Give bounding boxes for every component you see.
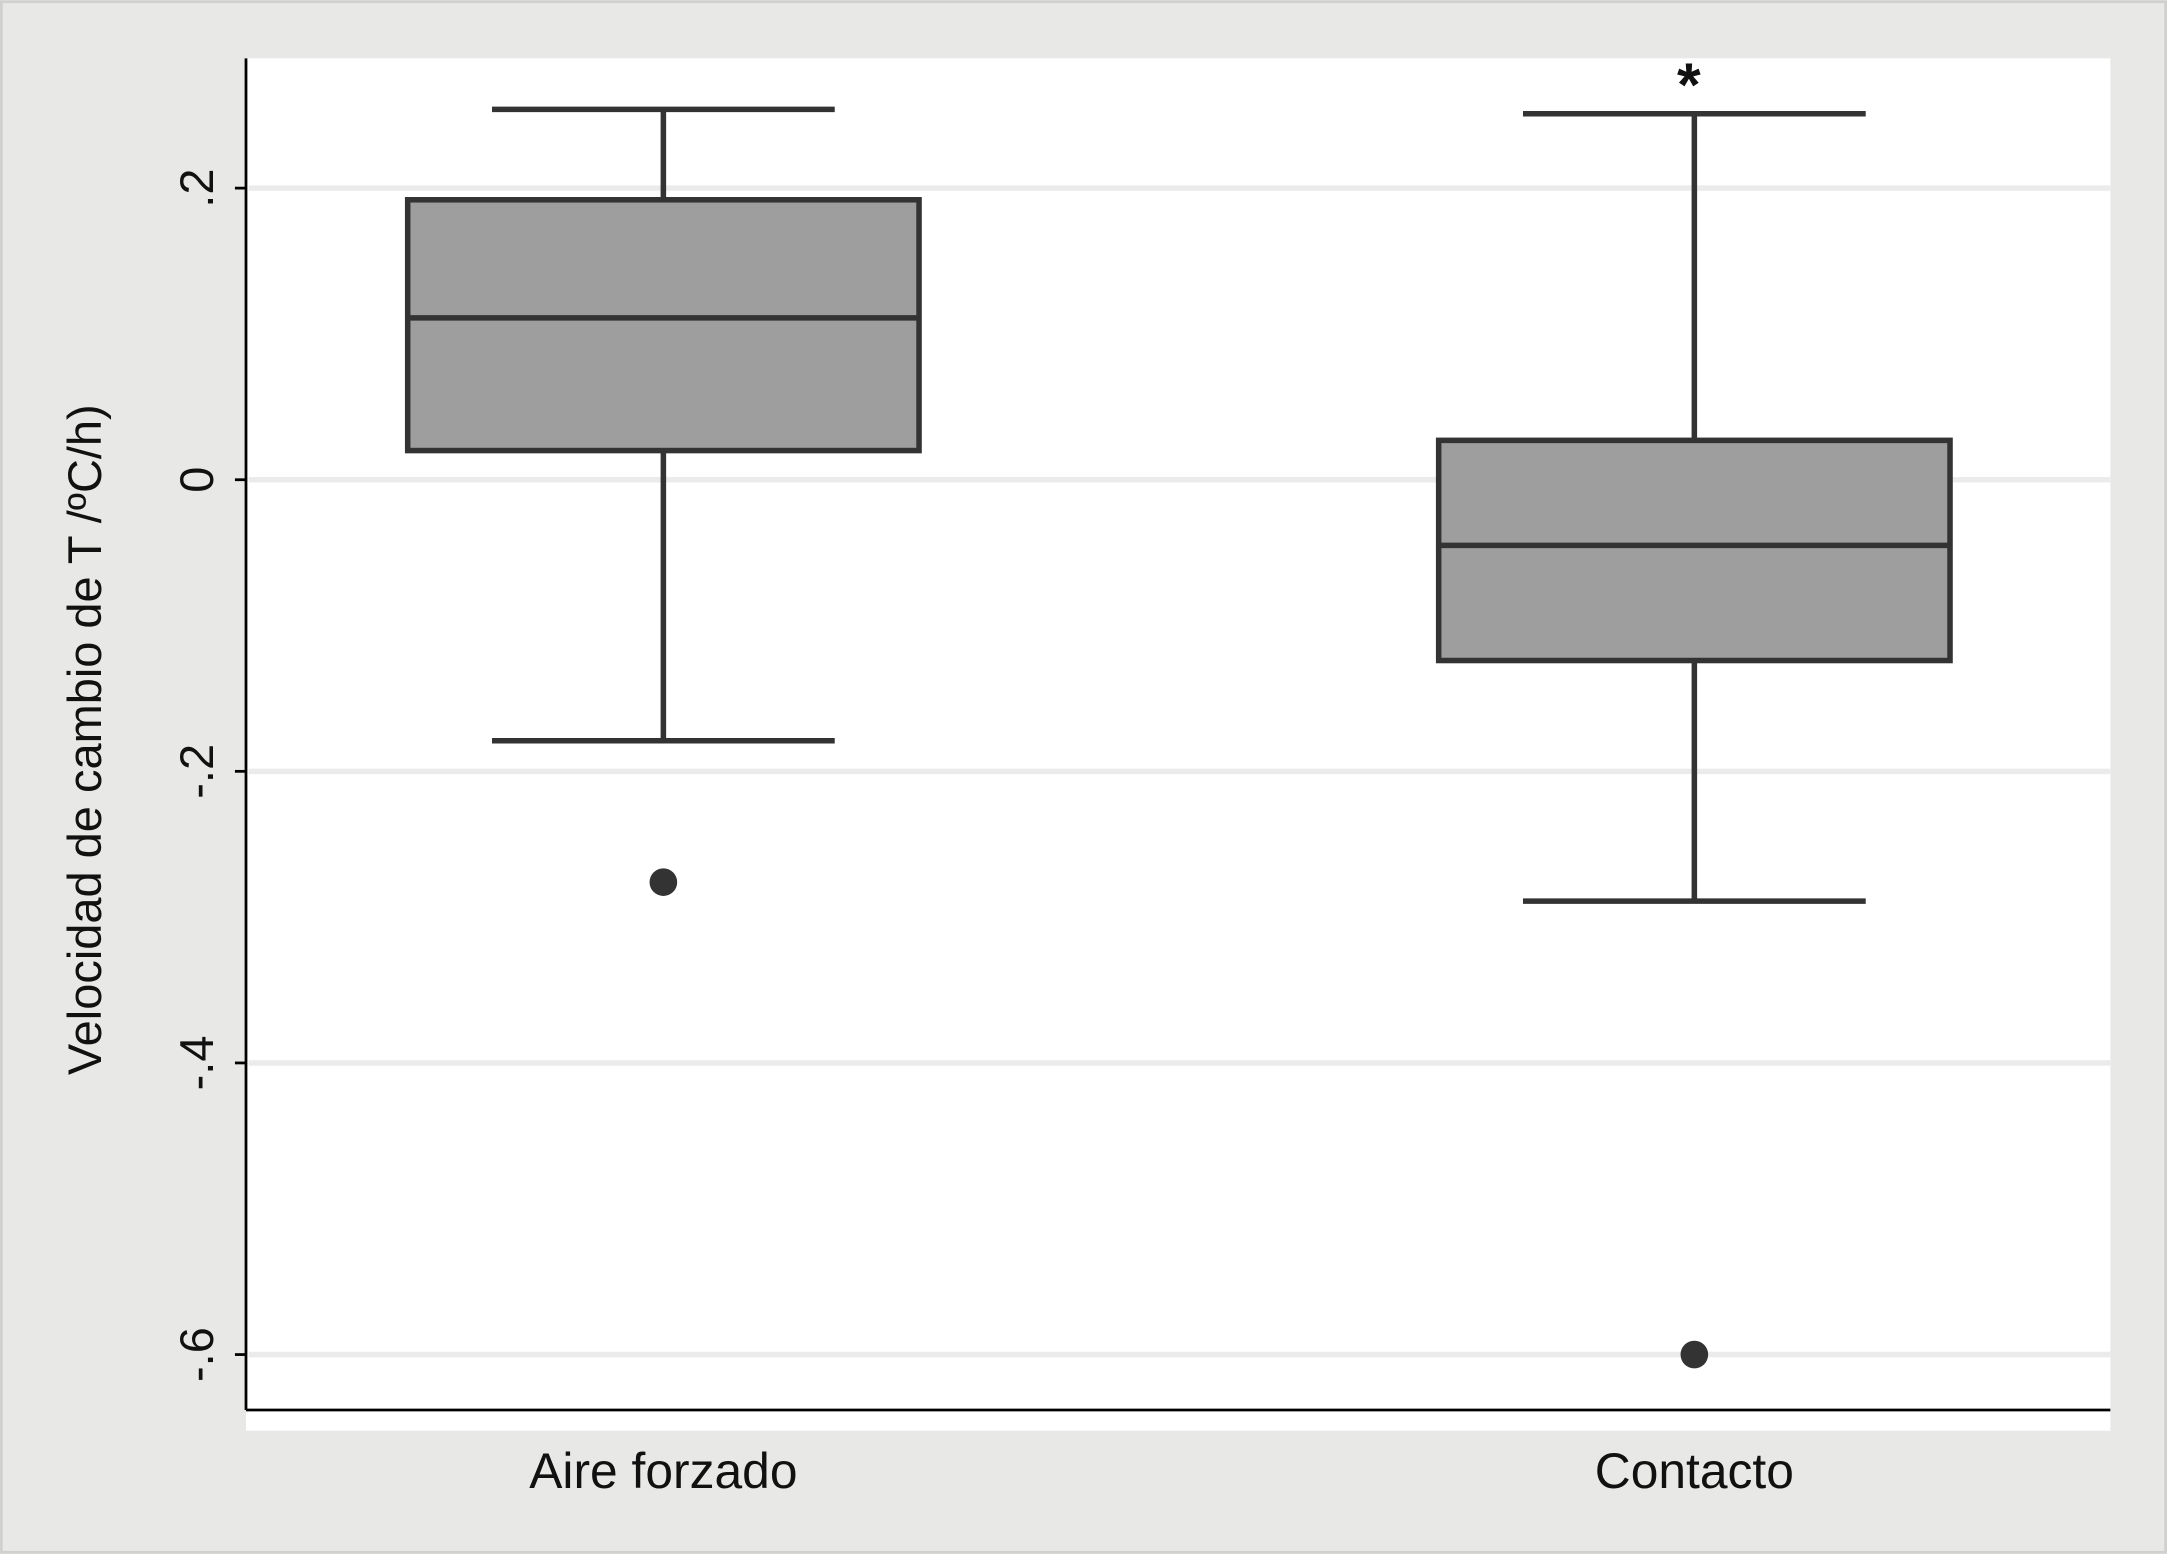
x-tick-label: Contacto: [1595, 1443, 1794, 1499]
y-tick-label: -.4: [170, 1036, 223, 1091]
x-tick-label: Aire forzado: [529, 1443, 797, 1499]
y-tick-label: .2: [170, 169, 223, 208]
y-tick-label: -.2: [170, 744, 223, 799]
annotation: *: [1677, 50, 1701, 118]
outlier: [649, 868, 678, 896]
y-tick-label: -.6: [170, 1327, 223, 1382]
box: [1435, 437, 1953, 664]
y-axis-label: Velocidad de cambio de T /ºC/h): [58, 404, 111, 1075]
y-tick-label: 0: [170, 467, 223, 493]
outlier: [1680, 1340, 1709, 1369]
box: [404, 197, 922, 454]
